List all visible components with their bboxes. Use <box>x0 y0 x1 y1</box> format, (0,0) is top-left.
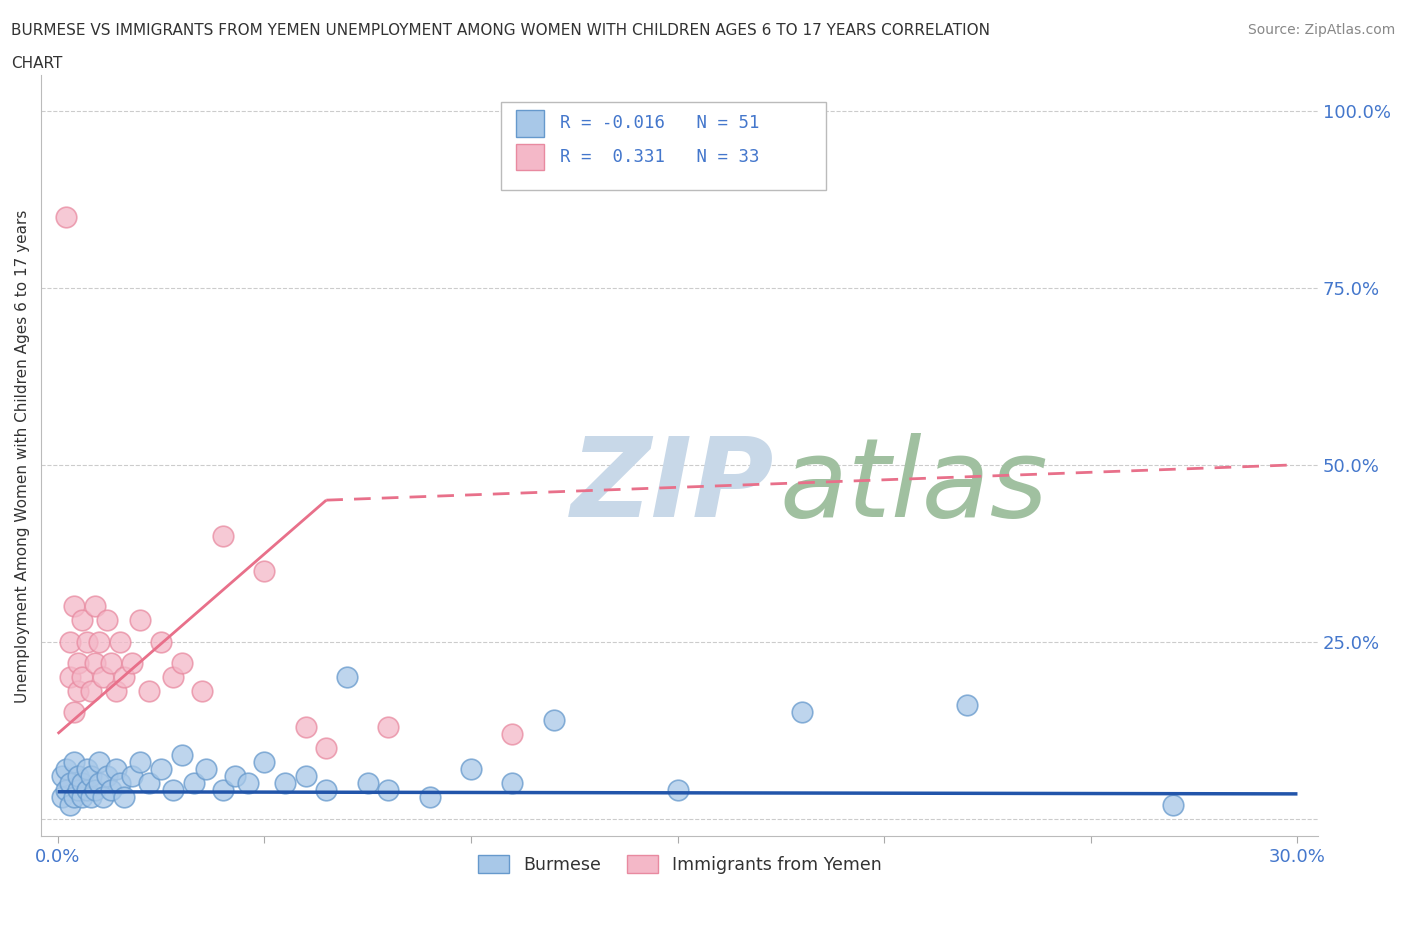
Point <box>501 726 523 741</box>
Point <box>377 719 399 734</box>
Text: atlas: atlas <box>779 432 1047 539</box>
Point <box>100 656 122 671</box>
Point <box>83 656 105 671</box>
FancyBboxPatch shape <box>516 110 544 137</box>
Point <box>59 776 82 790</box>
Point <box>104 762 127 777</box>
Y-axis label: Unemployment Among Women with Children Ages 6 to 17 years: Unemployment Among Women with Children A… <box>15 209 30 702</box>
Point <box>80 769 103 784</box>
Point <box>162 670 184 684</box>
Point <box>666 783 689 798</box>
Point <box>91 670 114 684</box>
Point <box>212 783 235 798</box>
Point <box>96 613 118 628</box>
Point <box>80 684 103 698</box>
Point <box>63 599 86 614</box>
Point <box>336 670 359 684</box>
Point <box>129 613 152 628</box>
Point <box>121 656 143 671</box>
Point <box>356 776 378 790</box>
FancyBboxPatch shape <box>516 143 544 170</box>
Point <box>294 769 316 784</box>
Point <box>138 684 160 698</box>
Point <box>63 790 86 804</box>
Point <box>419 790 441 804</box>
Point <box>80 790 103 804</box>
Point <box>1163 797 1185 812</box>
Point <box>72 790 94 804</box>
Point <box>55 762 77 777</box>
Point <box>121 769 143 784</box>
Point <box>83 599 105 614</box>
Legend: Burmese, Immigrants from Yemen: Burmese, Immigrants from Yemen <box>471 848 889 881</box>
Point <box>543 712 565 727</box>
Point <box>149 634 172 649</box>
Point <box>51 790 73 804</box>
Point <box>83 783 105 798</box>
Text: R =  0.331   N = 33: R = 0.331 N = 33 <box>560 148 759 166</box>
Point <box>274 776 297 790</box>
Point <box>460 762 482 777</box>
Point <box>138 776 160 790</box>
Point <box>501 776 523 790</box>
Text: Source: ZipAtlas.com: Source: ZipAtlas.com <box>1247 23 1395 37</box>
Point <box>236 776 259 790</box>
Point <box>315 740 337 755</box>
Text: R = -0.016   N = 51: R = -0.016 N = 51 <box>560 114 759 132</box>
Text: CHART: CHART <box>11 56 63 71</box>
Point <box>96 769 118 784</box>
Point <box>67 656 90 671</box>
Point <box>191 684 214 698</box>
Point <box>253 754 276 769</box>
Point <box>129 754 152 769</box>
Point <box>100 783 122 798</box>
Point <box>956 698 979 713</box>
Point <box>315 783 337 798</box>
Point <box>183 776 205 790</box>
Point <box>377 783 399 798</box>
Point <box>224 769 246 784</box>
Point <box>212 528 235 543</box>
Point <box>108 634 131 649</box>
Point <box>59 634 82 649</box>
Point <box>195 762 218 777</box>
Point <box>162 783 184 798</box>
Point <box>59 670 82 684</box>
Point <box>91 790 114 804</box>
Point <box>253 564 276 578</box>
Point <box>67 769 90 784</box>
Point <box>76 634 98 649</box>
Point <box>108 776 131 790</box>
Point <box>170 748 193 763</box>
Point <box>51 769 73 784</box>
Point <box>790 705 813 720</box>
Point <box>112 670 135 684</box>
Text: ZIP: ZIP <box>571 432 775 539</box>
Point <box>294 719 316 734</box>
Point <box>87 754 110 769</box>
Point <box>55 209 77 224</box>
Point <box>63 754 86 769</box>
Point <box>87 634 110 649</box>
Point <box>55 783 77 798</box>
Point <box>67 684 90 698</box>
Point <box>72 776 94 790</box>
FancyBboxPatch shape <box>501 102 827 190</box>
Point <box>72 613 94 628</box>
Text: BURMESE VS IMMIGRANTS FROM YEMEN UNEMPLOYMENT AMONG WOMEN WITH CHILDREN AGES 6 T: BURMESE VS IMMIGRANTS FROM YEMEN UNEMPLO… <box>11 23 990 38</box>
Point <box>63 705 86 720</box>
Point <box>149 762 172 777</box>
Point <box>170 656 193 671</box>
Point <box>104 684 127 698</box>
Point <box>76 762 98 777</box>
Point <box>76 783 98 798</box>
Point <box>67 783 90 798</box>
Point <box>112 790 135 804</box>
Point <box>72 670 94 684</box>
Point <box>87 776 110 790</box>
Point <box>59 797 82 812</box>
